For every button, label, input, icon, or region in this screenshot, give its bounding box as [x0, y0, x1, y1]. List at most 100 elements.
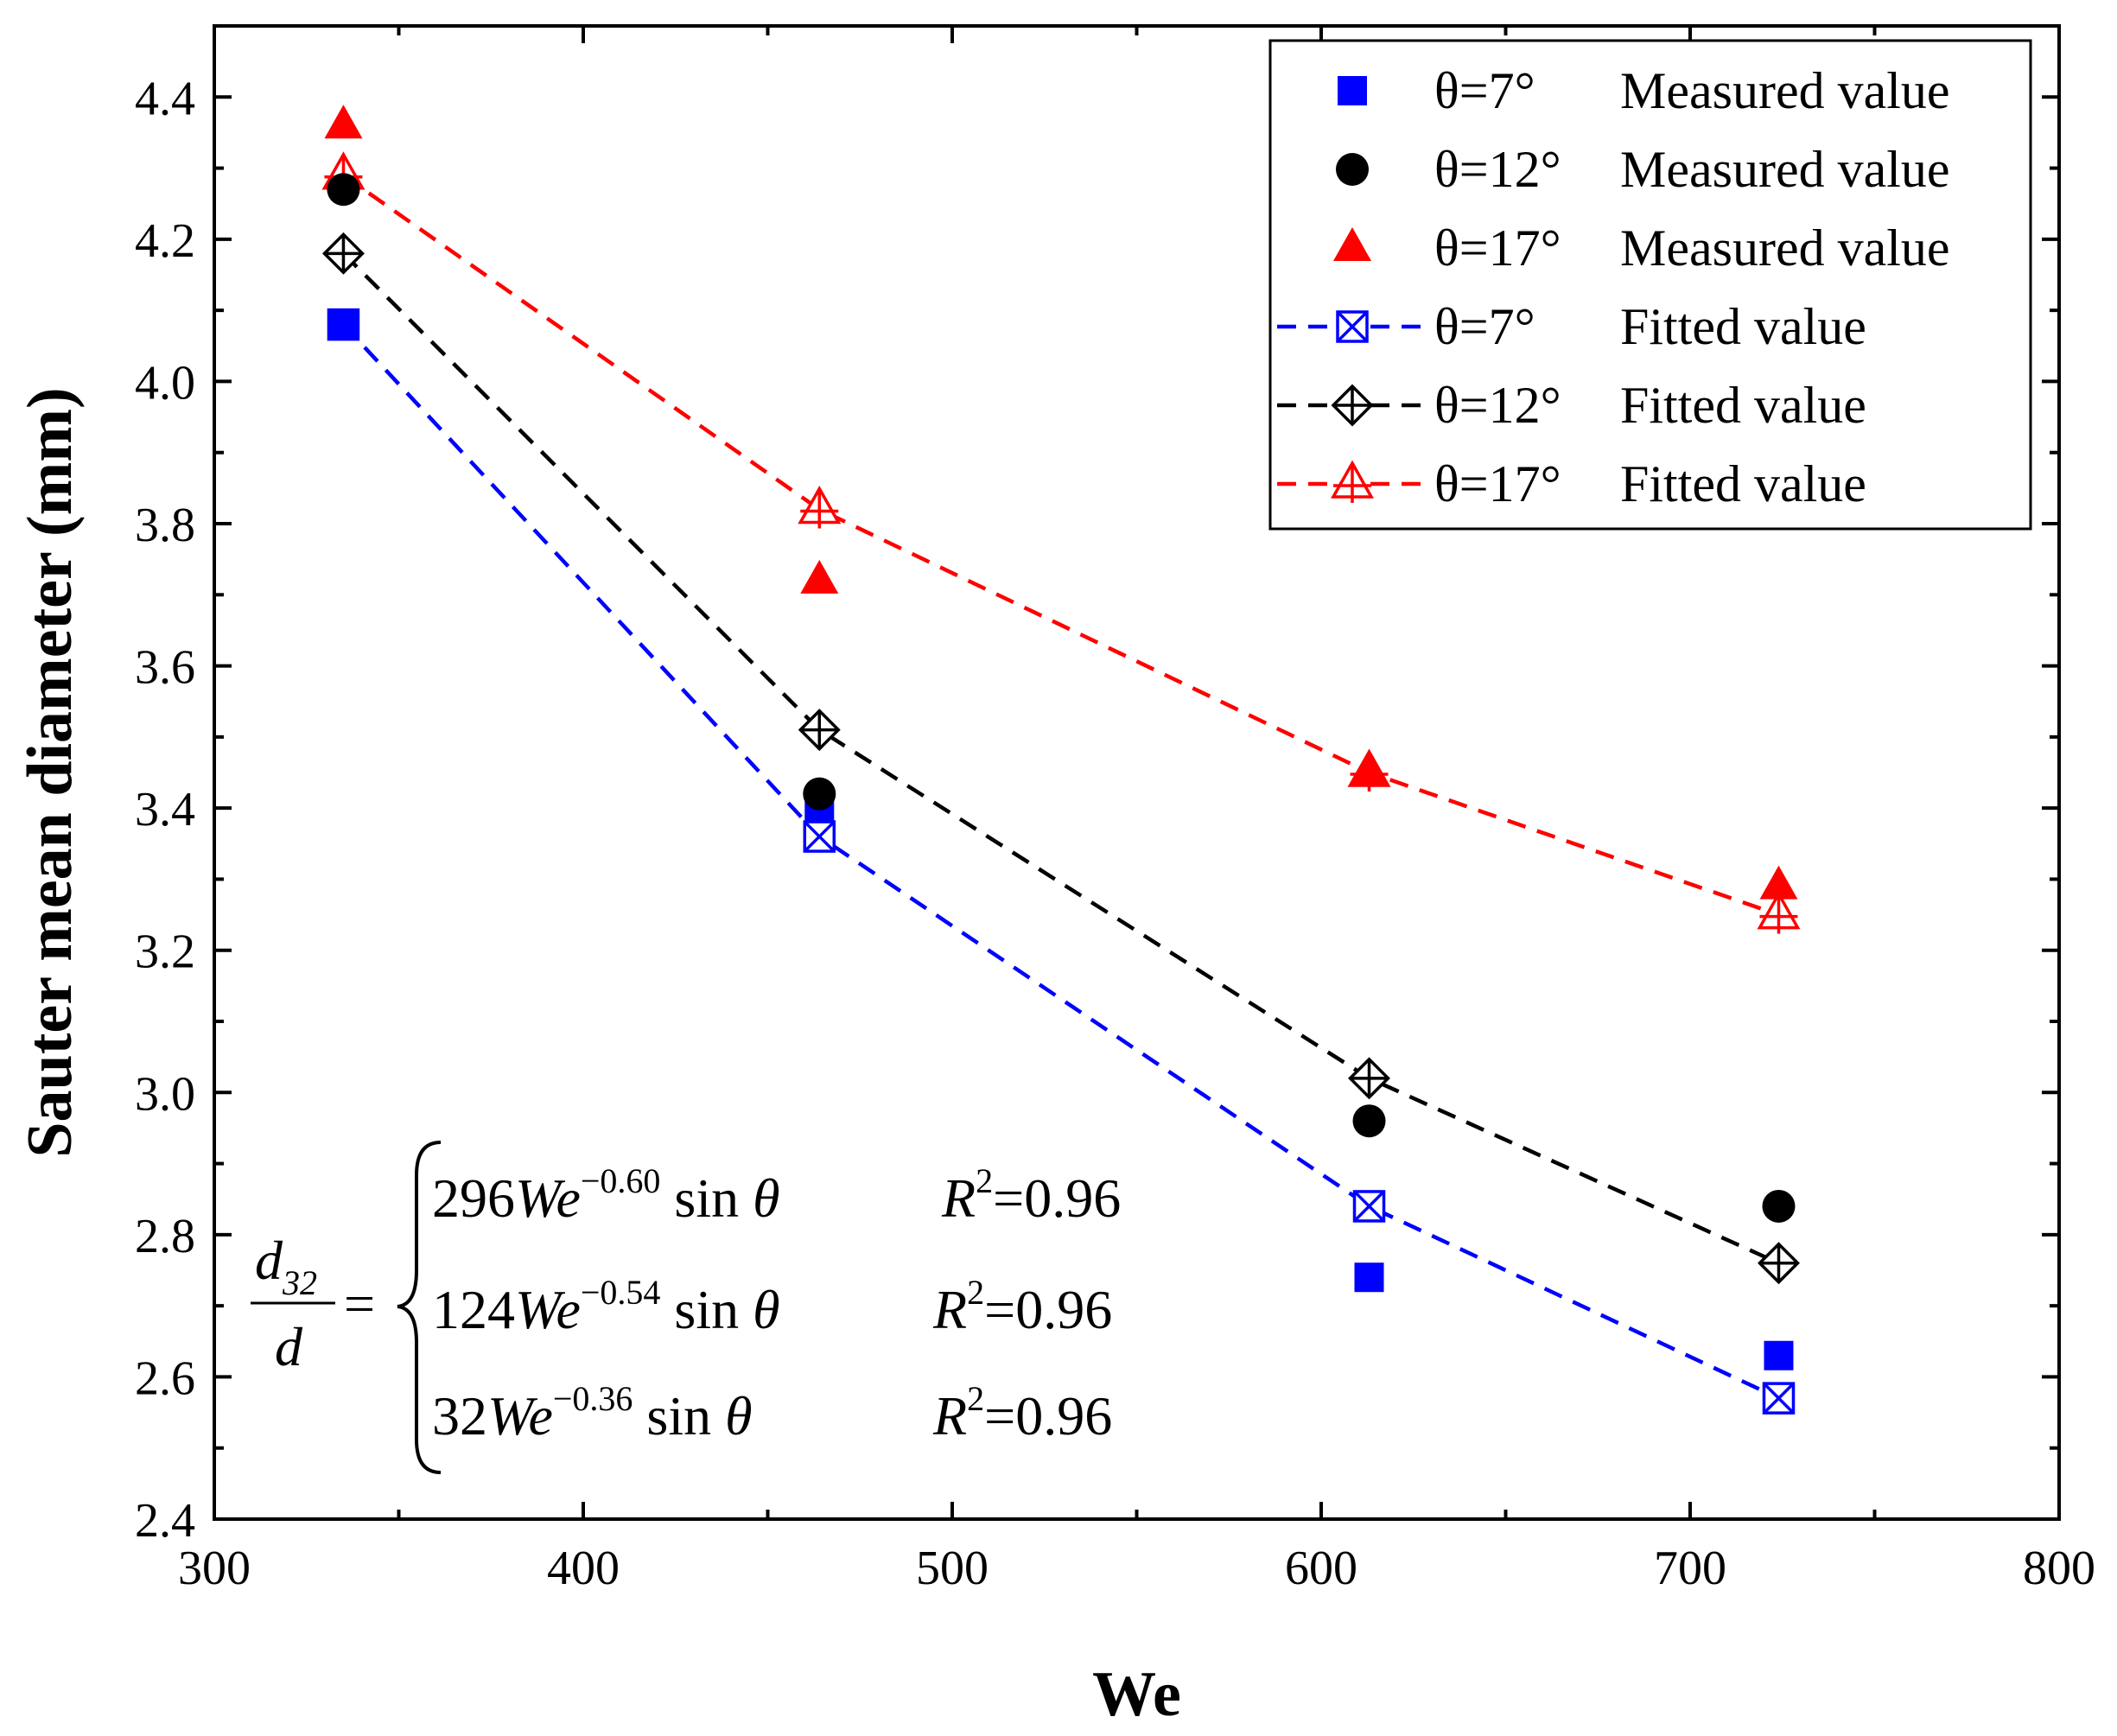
legend-item: θ=12° Measured value	[1336, 141, 1950, 198]
data-point	[1352, 1104, 1386, 1138]
series-0	[328, 309, 1794, 1370]
x-tick-label: 300	[178, 1542, 251, 1595]
y-tick-label: 3.6	[135, 641, 195, 695]
legend-kind: Fitted value	[1620, 298, 1866, 355]
legend-item: θ=17° Fitted value	[1277, 455, 1866, 512]
x-tick-label: 500	[916, 1542, 989, 1595]
data-point	[803, 820, 836, 853]
eq-func: sin	[633, 1385, 725, 1447]
legend-frame	[1268, 39, 2032, 531]
data-point	[324, 105, 363, 139]
equation-r-squared: R2=0.96	[932, 1273, 1112, 1340]
equation-row: 32We−0.36 sin θ	[432, 1379, 753, 1447]
marker-cross	[1763, 1382, 1795, 1415]
legend-kind: Measured value	[1620, 219, 1950, 277]
y-tick-label: 3.8	[135, 499, 195, 552]
y-tick-label: 4.2	[135, 214, 195, 268]
eq-exponent: −0.36	[553, 1379, 633, 1418]
legend-kind: Measured value	[1620, 62, 1950, 119]
data-point	[1762, 1189, 1796, 1223]
legend-kind: Measured value	[1620, 141, 1950, 198]
data-point	[800, 559, 839, 594]
data-point	[1758, 1242, 1800, 1285]
data-point	[1762, 1382, 1796, 1415]
y-tick-label: 2.8	[135, 1210, 195, 1263]
numerator-var: d	[255, 1230, 283, 1291]
r-label: R	[932, 1279, 967, 1340]
legend-marker	[1331, 384, 1374, 427]
r-exponent: 2	[967, 1273, 984, 1312]
marker-cross	[804, 820, 836, 853]
equation-numerator: d32	[255, 1230, 317, 1302]
data-point	[328, 309, 359, 340]
x-axis-title: We	[1092, 1659, 1181, 1730]
eq-var: We	[487, 1385, 553, 1447]
y-tick-label: 3.2	[135, 925, 195, 979]
legend-angle: θ=12°	[1434, 141, 1561, 198]
denominator-var: d	[275, 1316, 303, 1377]
r-value: =0.96	[984, 1279, 1112, 1340]
eq-func: sin	[660, 1167, 753, 1229]
series-line-4	[341, 251, 1780, 1265]
data-point	[798, 709, 841, 752]
r-label: R	[941, 1167, 976, 1229]
equation-row: 124We−0.54 sin θ	[432, 1273, 780, 1340]
legend-angle: θ=12°	[1434, 377, 1561, 434]
y-tick-label: 2.4	[135, 1494, 195, 1548]
x-tick-label: 700	[1654, 1542, 1726, 1595]
numerator-subscript: 32	[282, 1263, 317, 1302]
eq-exponent: −0.54	[581, 1273, 661, 1312]
eq-angle: θ	[753, 1279, 779, 1340]
data-point	[798, 485, 842, 529]
x-tick-label: 800	[2023, 1542, 2095, 1595]
y-tick-label: 4.0	[135, 356, 195, 410]
r-value: =0.96	[993, 1167, 1121, 1229]
series-line-3	[341, 323, 1780, 1401]
y-tick-label: 4.4	[135, 72, 195, 125]
data-point	[803, 777, 836, 811]
y-tick-label: 3.0	[135, 1067, 195, 1121]
legend-marker	[1336, 153, 1369, 186]
eq-exponent: −0.60	[581, 1161, 661, 1200]
equation-row: 296We−0.60 sin θ	[432, 1161, 780, 1229]
axes-layer: 300 400 500 600 700 800 2.4 2.6 2.8 3.0 3.2 3.4 3.6 3…	[135, 26, 2095, 1595]
legend-angle: θ=7°	[1434, 62, 1535, 119]
r-value: =0.96	[984, 1385, 1112, 1447]
eq-func: sin	[660, 1279, 753, 1340]
legend-item: θ=12° Fitted value	[1277, 377, 1866, 434]
y-axis-title: Sauter mean diameter (mm)	[15, 387, 86, 1157]
legend-marker	[1333, 227, 1371, 261]
legend-marker	[1338, 76, 1367, 105]
y-tick-label: 3.4	[135, 783, 195, 836]
legend-angle: θ=17°	[1434, 219, 1561, 277]
legend-marker	[1336, 310, 1369, 343]
legend-kind: Fitted value	[1620, 377, 1866, 434]
equation-denominator: d	[275, 1316, 303, 1377]
data-point	[1350, 752, 1389, 785]
legend-kind: Fitted value	[1620, 455, 1866, 512]
eq-coef: 296	[432, 1167, 515, 1229]
marker-cross	[1336, 310, 1369, 343]
data-point	[1759, 865, 1798, 900]
eq-angle: θ	[725, 1385, 752, 1447]
x-tick-label: 400	[547, 1542, 620, 1595]
legend-angle: θ=17°	[1434, 455, 1561, 512]
eq-coef: 32	[432, 1385, 487, 1447]
data-point	[1764, 1340, 1794, 1370]
legend-item: θ=7° Measured value	[1338, 62, 1950, 119]
equation-brace	[397, 1141, 442, 1474]
legend-item: θ=7° Fitted value	[1277, 298, 1866, 355]
series-4	[321, 232, 1800, 1285]
series-layer	[321, 105, 1801, 1415]
data-point	[1757, 891, 1801, 934]
equation-r-squared: R2=0.96	[932, 1379, 1112, 1447]
x-tick-label: 600	[1285, 1542, 1357, 1595]
data-point	[321, 232, 365, 275]
eq-var: We	[515, 1167, 581, 1229]
legend-angle: θ=7°	[1434, 298, 1535, 355]
legend-marker	[1331, 460, 1374, 503]
